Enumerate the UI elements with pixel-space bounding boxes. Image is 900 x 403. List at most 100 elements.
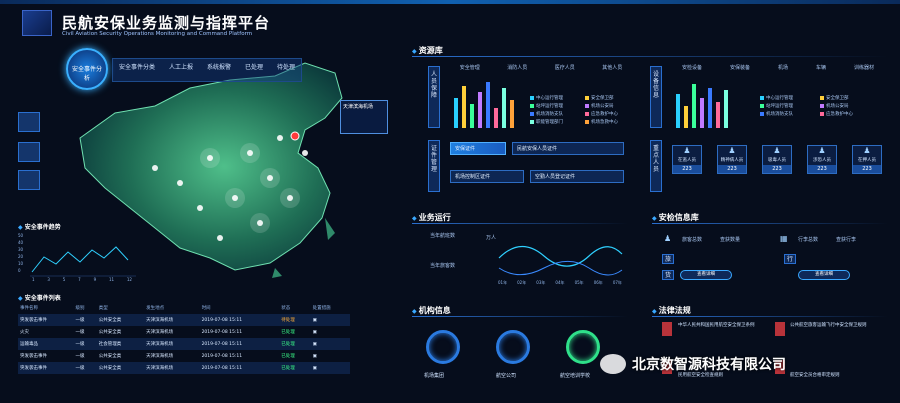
table-row[interactable]: 火灾 一级 公共安全类 天津滨海机场 2019-07-08 15:11 已处理 …: [18, 326, 350, 338]
key-person-card[interactable]: ♟ 吸毒人员 223: [762, 145, 792, 174]
key-person-card[interactable]: ♟ 精神病人员 223: [717, 145, 747, 174]
tab-personnel[interactable]: 人员保障: [428, 66, 440, 128]
cell-type: 公共安全类: [98, 354, 122, 359]
stat-header-1: 人工上报: [168, 64, 193, 71]
china-map-svg: [79, 62, 343, 278]
resource-title: 资源库: [412, 45, 443, 56]
cert-chip[interactable]: 空勤人员登记证件: [530, 170, 624, 183]
logo: [22, 10, 52, 36]
cell-time: 2019-07-08 15:11: [199, 362, 280, 374]
law-book-icon: [662, 360, 672, 374]
law-divider: [652, 316, 888, 317]
agency-gauge[interactable]: [496, 330, 530, 364]
inspection-side-tag[interactable]: 货: [662, 270, 674, 280]
bar: [462, 86, 466, 128]
x-tick: 01年: [498, 280, 508, 285]
col-header: 事件名称: [20, 306, 38, 311]
bar: [454, 98, 458, 128]
inspection-divider: [652, 223, 888, 224]
action-icon[interactable]: ▣: [310, 314, 350, 326]
table-row[interactable]: 突发袭击事件 一级 公共安全类 天津滨海机场 2019-07-08 15:11 …: [18, 314, 350, 326]
tab-key-persons[interactable]: 重点人员: [650, 140, 662, 192]
table-header-row: 事件名称 级别 类型 发生地点 时间 状态 处置措施: [18, 302, 350, 314]
business-waves: [498, 245, 623, 276]
table-row[interactable]: 突发袭击事件 一级 公共安全类 天津滨海机场 2019-07-08 15:11 …: [18, 350, 350, 362]
action-icon[interactable]: ▣: [310, 362, 350, 374]
y-tick: 30: [18, 247, 24, 252]
business-x-axis: 01年 02年 03年 04年 05年 06年 07年: [498, 280, 622, 286]
inspection-label: 查获数量: [720, 237, 741, 243]
cell-name: 突发袭击事件: [20, 354, 47, 359]
cell-time: 2019-07-08 15:11: [201, 353, 243, 359]
x-tick: 7: [78, 277, 81, 282]
cert-chip[interactable]: 民航安保人员证件: [512, 142, 624, 155]
inspection-detail-button[interactable]: 查看详细: [798, 270, 850, 280]
trend-title: 安全事件趋势: [18, 222, 61, 231]
left-stat-box-3: [18, 170, 40, 190]
col-header: 时间: [201, 306, 211, 311]
agency-gauge[interactable]: [566, 330, 600, 364]
key-person-card[interactable]: ♟ 涉恐人员 223: [807, 145, 837, 174]
table-row[interactable]: 突发袭击事件 一级 公共安全类 天津滨海机场 2019-07-08 15:11 …: [18, 362, 350, 374]
law-item[interactable]: 公共航空旅客运输飞行中安全保卫规则: [790, 323, 867, 328]
law-item[interactable]: 航空安全员合格审定规则: [790, 373, 840, 378]
analysis-badge[interactable]: 安全事件分析: [66, 48, 108, 90]
resource-divider: [412, 56, 888, 57]
action-icon[interactable]: ▣: [310, 338, 350, 350]
china-map[interactable]: [60, 58, 390, 288]
bar: [494, 108, 498, 128]
inspection-detail-button[interactable]: 查看详细: [680, 270, 732, 280]
key-person-card[interactable]: ♟ 在逃人员 223: [672, 145, 702, 174]
law-item[interactable]: 中华人民共和国民用航空安全保卫条例: [678, 323, 755, 328]
stat-header-4: 待处理: [276, 64, 295, 71]
cell-name: 突发袭击事件: [18, 314, 74, 326]
bar: [724, 90, 728, 128]
airport-popup[interactable]: 天津滨海机场: [340, 100, 388, 134]
legend-item: 安全保卫部: [820, 94, 880, 102]
personnel-cat: 其他人员: [602, 65, 623, 71]
action-icon[interactable]: ▣: [312, 329, 317, 335]
passengers-label: 当年旅客数: [430, 263, 456, 269]
agency-gauge[interactable]: [426, 330, 460, 364]
personnel-bar-chart[interactable]: [450, 80, 520, 130]
tab-certificates[interactable]: 证件管理: [428, 140, 440, 192]
cert-chip-active[interactable]: 安保证件: [450, 142, 506, 155]
cell-name: 火灾: [20, 330, 29, 335]
trend-chart[interactable]: 50 40 30 20 10 0 1 3 5 7 9 11 12: [18, 232, 138, 282]
airport-label: 天津滨海机场: [343, 104, 374, 110]
action-icon[interactable]: ▣: [312, 353, 317, 359]
tab-equipment[interactable]: 设备信息: [650, 66, 662, 128]
page-subtitle: Civil Aviation Security Operations Monit…: [62, 31, 253, 37]
equipment-bars: [676, 84, 728, 128]
personnel-top: 安全管理 消防人员 医疗人员 其他人员: [446, 64, 636, 76]
inspection-side-tag[interactable]: 行: [784, 254, 796, 264]
equipment-cat: 安检设备: [681, 65, 702, 71]
bar: [692, 84, 696, 128]
legend-item: 机场急救中心: [585, 118, 640, 126]
bar: [676, 94, 680, 128]
bar: [700, 98, 704, 128]
cell-type: 公共安全类: [96, 362, 145, 374]
cell-time: 2019-07-08 15:11: [199, 338, 280, 350]
col-header: 状态: [281, 306, 291, 311]
legend-item: 机场公安局: [585, 102, 640, 110]
legend-item: 中心运行管理: [760, 94, 820, 102]
inspection-title: 安检信息库: [652, 212, 699, 223]
business-chart[interactable]: 01年 02年 03年 04年 05年 06年 07年: [494, 238, 624, 288]
cert-chip[interactable]: 机场控制区证件: [450, 170, 524, 183]
equipment-bar-chart[interactable]: [672, 80, 742, 130]
law-item[interactable]: 民用航空安全检查规则: [678, 373, 723, 378]
table-row[interactable]: 运输毒品 一级 社会管理类 天津滨海机场 2019-07-08 15:11 已处…: [18, 338, 350, 350]
person-icon: ♟: [773, 146, 781, 155]
bar: [510, 100, 514, 128]
key-person-label: 吸毒人员: [768, 158, 786, 163]
key-person-label: 精神病人员: [720, 158, 744, 163]
law-book-icon: [775, 360, 785, 374]
key-person-card[interactable]: ♟ 在押人员 223: [852, 145, 882, 174]
cell-status: 已处理: [281, 354, 295, 359]
legend-item: 机场消防支队: [760, 110, 820, 118]
y-tick: 50: [18, 233, 24, 238]
y-tick: 20: [18, 254, 24, 259]
inspection-side-tag[interactable]: 旅: [662, 254, 674, 264]
bar: [708, 88, 712, 128]
